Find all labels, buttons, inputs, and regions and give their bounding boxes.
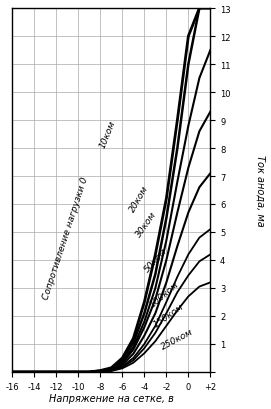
Text: 10ком: 10ком: [98, 119, 118, 150]
Text: 150ком: 150ком: [152, 301, 185, 328]
Text: 100ком: 100ком: [148, 279, 180, 308]
Text: 250ком: 250ком: [160, 326, 195, 351]
X-axis label: Напряжение на сетке, в: Напряжение на сетке, в: [49, 393, 174, 403]
Text: Сопротивление нагрузки 0: Сопротивление нагрузки 0: [41, 175, 89, 300]
Text: 50ком: 50ком: [142, 247, 169, 274]
Text: 30ком: 30ком: [134, 209, 159, 238]
Y-axis label: Ток анода, ма: Ток анода, ма: [256, 155, 265, 226]
Text: 20ком: 20ком: [128, 184, 150, 214]
